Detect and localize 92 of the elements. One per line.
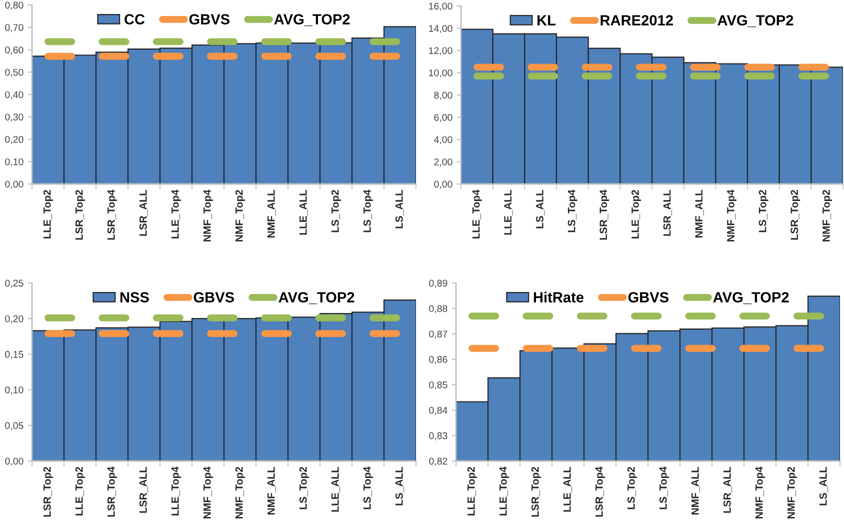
y-tick-label: 0,00 <box>434 180 452 189</box>
y-tick-label: 0,00 <box>5 458 24 466</box>
y-tick-label: 0,00 <box>5 180 24 189</box>
x-tick-label: LS_Top2 <box>627 466 637 510</box>
x-tick-label: LSR_Top2 <box>531 466 541 517</box>
legend-label: NSS <box>120 292 149 302</box>
x-tick-label: LS_Top4 <box>568 190 578 232</box>
x-tick-label: NMF_ALL <box>268 466 276 514</box>
x-tick-label: LSR_ALL <box>723 466 732 513</box>
y-tick-label: 0,15 <box>5 350 24 359</box>
x-tick-label: LLE_Top2 <box>75 466 85 516</box>
y-tick-label: 0,88 <box>429 305 448 314</box>
x-tick-label: LLE_Top2 <box>467 466 477 516</box>
y-tick-label: 0,70 <box>5 24 24 32</box>
y-tick-label: 0,10 <box>5 386 24 395</box>
y-tick-label: 0,20 <box>5 136 24 144</box>
y-tick-label: 0,10 <box>5 158 24 166</box>
legend-label: GBVS <box>194 292 234 302</box>
y-tick-label: 0,25 <box>5 280 24 288</box>
y-tick-label: 0,83 <box>429 432 448 440</box>
y-tick-label: 0,85 <box>429 381 448 390</box>
x-tick-label: LSR_Top2 <box>43 466 53 517</box>
y-tick-label: 0,40 <box>5 91 24 100</box>
y-tick-label: 0,60 <box>5 46 24 55</box>
x-tick-label: NMF_ALL <box>268 190 276 238</box>
x-tick-label: LSR_ALL <box>139 190 148 236</box>
y-tick-label: 8,00 <box>434 92 452 100</box>
x-tick-label: LS_Top4 <box>363 466 373 510</box>
x-tick-label: NMF_ALL <box>692 466 700 514</box>
x-tick-label: LS_ALL <box>819 466 828 506</box>
y-tick-label: 14,00 <box>429 24 452 34</box>
x-tick-label: NMF_Top2 <box>235 466 245 518</box>
x-tick-label: NMF_Top2 <box>235 190 245 242</box>
y-tick-label: 0,89 <box>429 280 448 288</box>
x-tick-label: NMF_Top4 <box>756 466 765 518</box>
y-tick-label: 0,82 <box>429 458 448 466</box>
y-tick-label: 2,00 <box>434 158 452 167</box>
y-tick-label: 0,30 <box>5 114 24 122</box>
y-tick-label: 16,00 <box>429 2 452 11</box>
x-tick-label: LLE_ALL <box>564 466 572 512</box>
x-tick-label: NMF_Top2 <box>787 466 797 518</box>
x-tick-label: LS_Top2 <box>299 466 309 510</box>
y-tick-label: 0,87 <box>429 330 448 339</box>
y-tick-label: 0,50 <box>5 68 24 77</box>
x-tick-label: NMF_Top4 <box>204 190 213 242</box>
x-tick-label: LS_Top2 <box>331 190 341 232</box>
x-tick-label: LLE_Top4 <box>172 190 181 238</box>
legend-label: RARE2012 <box>600 15 673 26</box>
legend-label: KL <box>538 15 556 26</box>
x-tick-label: LS_ALL <box>395 190 404 228</box>
legend-label: AVG_TOP2 <box>718 15 794 28</box>
x-tick-label: NMF_Top2 <box>822 190 832 242</box>
legend-label: HitRate <box>534 292 584 302</box>
x-tick-label: LLE_ALL <box>300 190 308 235</box>
y-tick-label: 10,00 <box>429 69 452 78</box>
x-tick-label: LSR_Top4 <box>600 190 610 240</box>
legend-label: GBVS <box>628 292 669 302</box>
y-tick-label: 4,00 <box>434 136 452 144</box>
x-tick-label: LSR_ALL <box>663 190 672 236</box>
legend-label: AVG_TOP2 <box>278 292 354 304</box>
x-tick-label: LLE_Top2 <box>43 190 53 238</box>
x-tick-label: NMF_Top4 <box>727 190 736 242</box>
x-tick-label: LLE_ALL <box>332 466 340 512</box>
legend-label: CC <box>124 14 145 24</box>
y-tick-label: 12,00 <box>429 47 452 56</box>
x-tick-label: LLE_Top2 <box>632 190 641 238</box>
x-tick-label: LS_ALL <box>395 466 404 506</box>
y-tick-label: 0,80 <box>5 2 24 10</box>
y-tick-label: 0,84 <box>429 406 448 415</box>
x-tick-label: LSR_ALL <box>139 466 148 513</box>
y-tick-label: 6,00 <box>434 114 452 122</box>
x-tick-label: LLE_Top4 <box>472 190 482 238</box>
x-tick-label: LSR_Top2 <box>75 190 85 240</box>
x-tick-label: LS_Top4 <box>659 466 669 510</box>
y-tick-label: 0,20 <box>5 315 24 324</box>
x-tick-label: NMF_Top4 <box>204 466 213 518</box>
x-tick-label: NMF_ALL <box>695 190 704 238</box>
x-tick-label: LSR_Top4 <box>595 466 605 517</box>
x-tick-label: LLE_ALL <box>504 190 513 235</box>
legend-label: GBVS <box>189 14 230 24</box>
x-tick-label: LSR_Top4 <box>107 190 117 240</box>
x-tick-label: LLE_Top4 <box>500 466 509 516</box>
y-tick-label: 0,05 <box>5 422 24 430</box>
x-tick-label: LLE_Top4 <box>172 466 181 516</box>
legend-label: AVG_TOP2 <box>713 292 789 304</box>
x-tick-label: LS_ALL <box>536 190 545 228</box>
x-tick-label: LSR_Top4 <box>107 466 117 517</box>
legend-label: AVG_TOP2 <box>274 14 350 26</box>
y-tick-label: 0,86 <box>429 356 448 364</box>
x-tick-label: LSR_Top2 <box>790 190 800 240</box>
x-tick-label: LS_Top4 <box>363 190 373 232</box>
x-tick-label: LS_Top2 <box>758 190 768 232</box>
